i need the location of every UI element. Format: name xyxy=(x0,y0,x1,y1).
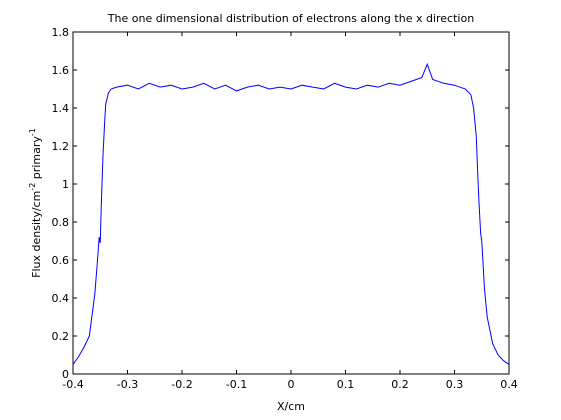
x-tick-label: 0 xyxy=(288,378,295,391)
y-axis-label-sup2: -1 xyxy=(28,128,37,136)
y-axis-ticks: 0 0.2 0.4 0.6 0.8 1 1.2 1.4 1.6 1.8 xyxy=(52,26,509,381)
x-tick-label: -0.1 xyxy=(226,378,247,391)
y-axis-label-base: Flux density/cm xyxy=(30,191,43,278)
y-tick-label: 0.6 xyxy=(52,254,70,267)
flux-density-line xyxy=(72,62,510,365)
x-tick-label: 0.4 xyxy=(500,378,518,391)
y-tick-label: 1.4 xyxy=(52,102,70,115)
x-tick-label: 0.2 xyxy=(391,378,409,391)
y-tick-label: 0 xyxy=(62,368,69,381)
y-tick-label: 1.2 xyxy=(52,140,70,153)
x-tick-label: 0.3 xyxy=(446,378,464,391)
y-axis-label: Flux density/cm-2 primary-1 xyxy=(28,128,43,278)
y-tick-label: 1.6 xyxy=(52,64,70,77)
chart-title: The one dimensional distribution of elec… xyxy=(107,12,474,25)
y-tick-label: 0.4 xyxy=(52,292,70,305)
x-tick-label: 0.1 xyxy=(337,378,355,391)
y-tick-label: 0.2 xyxy=(52,330,70,343)
y-tick-label: 0.8 xyxy=(52,216,70,229)
x-axis-ticks: -0.4 -0.3 -0.2 -0.1 0 0.1 0.2 0.3 0.4 xyxy=(62,32,518,391)
x-tick-label: -0.3 xyxy=(117,378,138,391)
y-tick-label: 1.8 xyxy=(52,26,70,39)
y-axis-label-mid: primary xyxy=(30,136,43,183)
x-axis-label: X/cm xyxy=(277,400,305,413)
x-tick-label: -0.2 xyxy=(171,378,192,391)
y-axis-label-sup1: -2 xyxy=(28,183,37,191)
x-tick-label: -0.4 xyxy=(62,378,83,391)
y-tick-label: 1 xyxy=(62,178,69,191)
